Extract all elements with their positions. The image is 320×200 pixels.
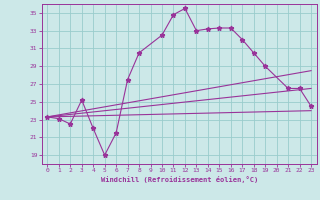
X-axis label: Windchill (Refroidissement éolien,°C): Windchill (Refroidissement éolien,°C)	[100, 176, 258, 183]
